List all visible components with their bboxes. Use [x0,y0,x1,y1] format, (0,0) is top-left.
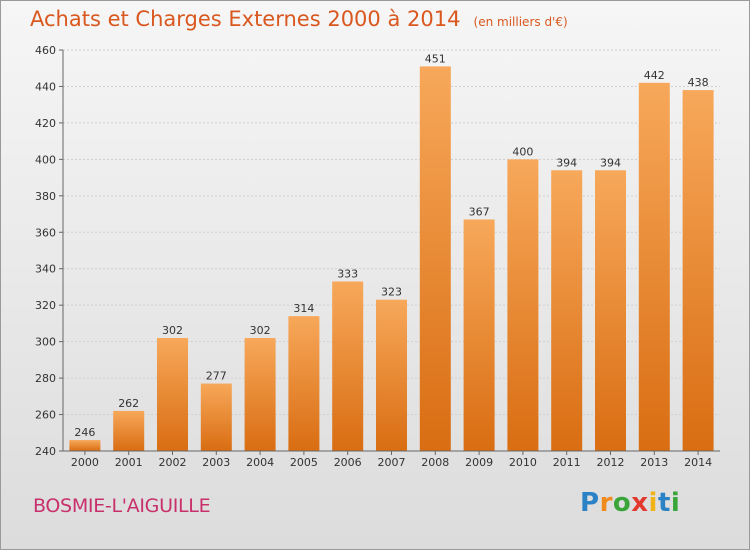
logo-letter: i [670,488,681,518]
bar [157,337,188,451]
x-tick-label: 2006 [334,456,362,469]
title-row: Achats et Charges Externes 2000 à 2014 (… [30,7,568,31]
place-name: BOSMIE-L'AIGUILLE [33,495,211,517]
y-tick-label: 400 [35,153,56,166]
logo-letter: i [648,488,658,518]
x-tick-label: 2013 [640,456,668,469]
data-label: 323 [381,286,402,299]
y-tick-label: 460 [35,44,56,57]
logo-letter: o [612,488,632,518]
x-tick-label: 2007 [378,456,406,469]
x-tick-label: 2008 [421,456,449,469]
data-label: 394 [556,156,577,169]
logo-letter: t [657,488,671,518]
x-tick-label: 2010 [509,456,537,469]
bar [244,337,276,451]
y-tick-label: 360 [35,226,56,239]
data-label: 367 [469,206,490,219]
x-tick-label: 2001 [115,456,143,469]
x-tick-label: 2005 [290,456,318,469]
data-label: 451 [425,52,446,65]
y-tick-label: 280 [35,372,56,385]
data-label: 302 [250,324,271,337]
data-label: 442 [644,69,665,82]
x-tick-label: 2009 [465,456,493,469]
chart-subtitle: (en milliers d'€) [473,15,568,29]
bar [376,299,407,451]
bar [200,383,232,451]
y-tick-label: 320 [35,299,56,312]
bar [682,90,714,451]
bar [507,159,539,451]
y-tick-label: 440 [35,80,56,93]
data-label: 246 [74,426,95,439]
x-tick-label: 2002 [159,456,187,469]
bar [332,281,364,451]
x-tick-label: 2011 [553,456,581,469]
y-tick-label: 340 [35,263,56,276]
data-label: 394 [600,156,621,169]
x-tick-label: 2004 [246,456,274,469]
x-tick-label: 2003 [202,456,230,469]
bar [288,316,320,451]
y-tick-label: 380 [35,190,56,203]
bar [113,410,145,451]
bar [638,82,670,452]
logo-letter: P [580,488,600,518]
data-label: 262 [118,397,139,410]
data-label: 333 [337,267,358,280]
data-label: 438 [688,76,709,89]
logo-letter: r [599,488,613,518]
bar [551,170,583,452]
x-tick-label: 2000 [71,456,99,469]
y-tick-label: 300 [35,336,56,349]
bar [595,170,626,452]
data-label: 302 [162,324,183,337]
data-label: 314 [293,302,314,315]
bar [419,66,451,452]
labels-layer: 240 260 280 300 320 340 360 380 400 420 440 460 246 2… [35,44,712,469]
data-label: 400 [512,145,533,158]
data-label: 277 [206,370,227,383]
y-tick-label: 240 [35,445,56,458]
y-tick-label: 420 [35,117,56,130]
proxiti-logo[interactable]: Proxiti [580,488,680,518]
y-tick-label: 260 [35,409,56,422]
x-tick-label: 2014 [684,456,712,469]
bar [463,219,495,451]
x-tick-label: 2012 [597,456,625,469]
chart-title: Achats et Charges Externes 2000 à 2014 [30,7,461,31]
bars-layer [69,66,714,452]
logo-letter: x [631,488,649,518]
axis-layer [59,49,720,455]
bar [69,440,101,451]
